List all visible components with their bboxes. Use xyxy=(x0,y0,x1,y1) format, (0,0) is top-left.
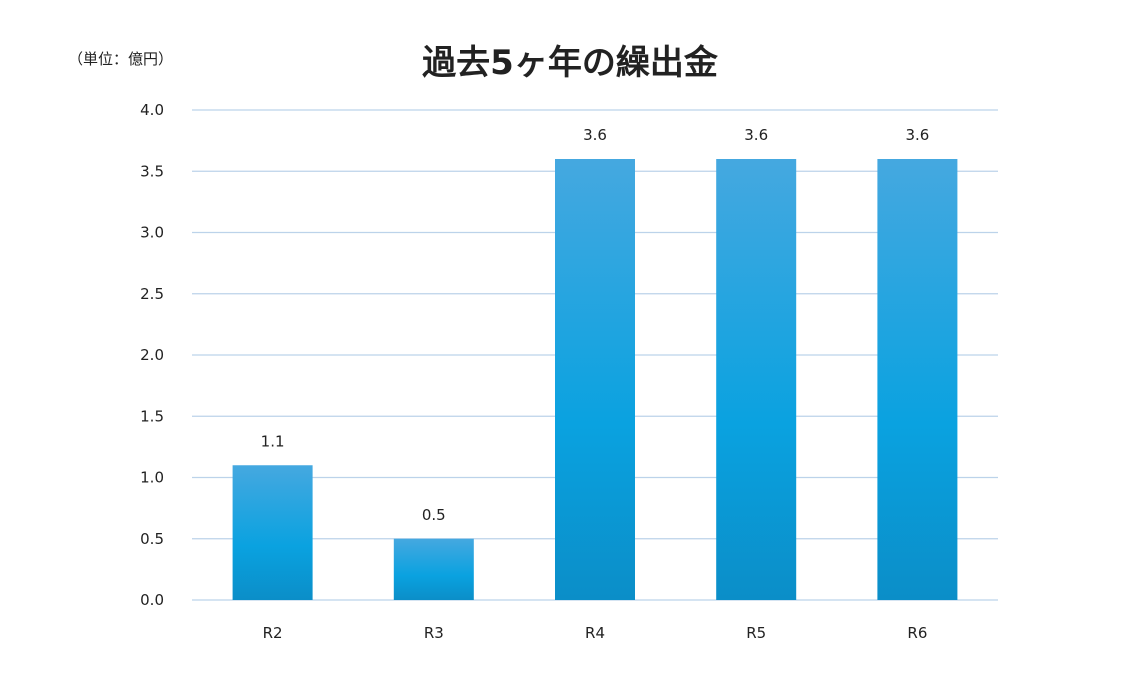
bars xyxy=(232,159,958,600)
y-tick-label: 0.0 xyxy=(140,591,164,609)
bar-r4 xyxy=(555,159,635,600)
y-tick-label: 0.5 xyxy=(140,530,164,548)
y-tick-label: 3.5 xyxy=(140,162,164,180)
y-axis-ticks: 0.0 0.5 1.0 1.5 2.0 2.5 3.0 3.5 4.0 xyxy=(140,101,164,609)
unit-label: （単位：億円） xyxy=(68,50,173,68)
data-label: 3.6 xyxy=(583,126,607,144)
data-label: 1.1 xyxy=(261,432,285,450)
y-tick-label: 3.0 xyxy=(140,224,164,242)
x-category-label: R2 xyxy=(263,624,283,642)
y-tick-label: 4.0 xyxy=(140,101,164,119)
chart-title: 過去5ヶ年の繰出金 xyxy=(422,43,719,83)
bar-r6 xyxy=(877,159,958,600)
y-tick-label: 2.0 xyxy=(140,346,164,364)
bar-r5 xyxy=(716,159,797,600)
data-label: 3.6 xyxy=(744,126,768,144)
bar-r2 xyxy=(232,465,313,600)
x-category-label: R4 xyxy=(585,624,605,642)
bar-r3 xyxy=(393,538,474,600)
y-tick-label: 1.5 xyxy=(140,407,164,425)
data-label: 3.6 xyxy=(905,126,929,144)
data-label: 0.5 xyxy=(422,506,446,524)
x-category-label: R5 xyxy=(746,624,766,642)
data-labels: 1.1 0.5 3.6 3.6 3.6 xyxy=(261,126,930,524)
x-axis-categories: R2 R3 R4 R5 R6 xyxy=(263,624,928,642)
x-category-label: R3 xyxy=(424,624,444,642)
y-tick-label: 2.5 xyxy=(140,285,164,303)
x-category-label: R6 xyxy=(907,624,927,642)
y-tick-label: 1.0 xyxy=(140,469,164,487)
